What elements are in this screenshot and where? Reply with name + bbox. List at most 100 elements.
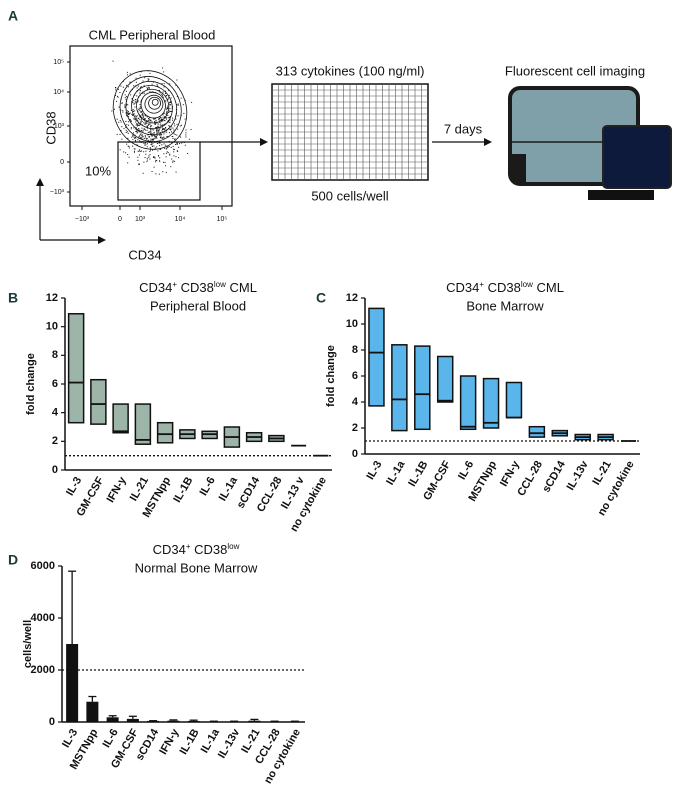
- event-dot: [157, 123, 159, 125]
- event-dot: [163, 143, 165, 145]
- event-dot: [127, 162, 129, 164]
- event-dot: [169, 116, 171, 118]
- event-dot: [165, 126, 167, 128]
- event-dot: [150, 133, 152, 135]
- event-dot: [116, 134, 118, 136]
- event-dot: [125, 114, 127, 116]
- event-dot: [146, 146, 148, 148]
- event-dot: [147, 117, 149, 119]
- x-tick-label: sCD14: [540, 458, 568, 494]
- event-dot: [148, 156, 150, 158]
- event-dot: [141, 137, 143, 139]
- event-dot: [135, 128, 137, 130]
- event-dot: [160, 118, 162, 120]
- event-dot: [145, 153, 147, 155]
- event-dot: [156, 137, 158, 139]
- event-dot: [168, 117, 170, 119]
- event-dot: [150, 131, 152, 133]
- event-dot: [159, 119, 161, 121]
- y-tick-label: 6: [352, 370, 358, 382]
- event-dot: [144, 122, 146, 124]
- event-dot: [159, 128, 161, 130]
- event-dot: [149, 154, 151, 156]
- event-dot: [144, 115, 146, 117]
- event-dot: [164, 147, 166, 149]
- event-dot: [167, 114, 169, 116]
- panel-label: D: [8, 552, 18, 568]
- event-dot: [133, 136, 135, 138]
- y-tick-label: 4: [352, 396, 359, 408]
- event-dot: [147, 134, 149, 136]
- event-dot: [120, 130, 122, 132]
- event-dot: [149, 91, 151, 93]
- event-dot: [172, 161, 174, 163]
- event-dot: [163, 112, 165, 114]
- event-dot: [133, 148, 135, 150]
- event-dot: [150, 125, 152, 127]
- event-dot: [139, 103, 141, 105]
- event-dot: [139, 135, 141, 137]
- event-dot: [129, 118, 131, 120]
- event-dot: [115, 87, 117, 89]
- event-dot: [138, 150, 140, 152]
- event-dot: [144, 129, 146, 131]
- event-dot: [133, 127, 135, 129]
- event-dot: [167, 98, 169, 100]
- event-dot: [150, 119, 152, 121]
- event-dot: [169, 108, 171, 110]
- event-dot: [142, 92, 144, 94]
- event-dot: [168, 94, 170, 96]
- event-dot: [136, 132, 138, 134]
- event-dot: [120, 121, 122, 123]
- event-dot: [134, 99, 136, 101]
- event-dot: [139, 122, 141, 124]
- title-part: +: [479, 280, 484, 289]
- event-dot: [148, 119, 150, 121]
- event-dot: [144, 156, 146, 158]
- y-tick-label: 8: [52, 349, 58, 361]
- event-dot: [183, 112, 185, 114]
- event-dot: [162, 120, 164, 122]
- plate-title: 313 cytokines (100 ng/ml): [276, 63, 425, 78]
- event-dot: [141, 150, 143, 152]
- chart-subtitle: Normal Bone Marrow: [135, 560, 258, 575]
- event-dot: [129, 119, 131, 121]
- event-dot: [188, 138, 190, 140]
- event-dot: [125, 99, 127, 101]
- event-dot: [142, 114, 144, 116]
- event-dot: [166, 136, 168, 138]
- event-dot: [185, 134, 187, 136]
- arrow-head: [36, 178, 44, 186]
- event-dot: [160, 136, 162, 138]
- event-dot: [159, 160, 161, 162]
- event-dot: [161, 118, 163, 120]
- event-dot: [181, 142, 183, 144]
- event-dot: [164, 161, 166, 163]
- event-dot: [146, 125, 148, 127]
- event-dot: [124, 94, 126, 96]
- event-dot: [130, 109, 132, 111]
- y-tick-label: 0: [352, 448, 358, 460]
- range-box: [505, 381, 523, 419]
- x-tick-label: IL-3: [364, 459, 384, 482]
- event-dot: [141, 135, 143, 137]
- event-dot: [150, 125, 152, 127]
- event-dot: [185, 136, 187, 138]
- y-tick-label: 10: [46, 321, 58, 333]
- event-dot: [172, 138, 174, 140]
- event-dot: [163, 128, 165, 130]
- event-dot: [142, 131, 144, 133]
- event-dot: [151, 133, 153, 135]
- y-tick-label: 10: [346, 318, 358, 330]
- event-dot: [164, 116, 166, 118]
- event-dot: [169, 121, 171, 123]
- event-dot: [169, 154, 171, 156]
- event-dot: [177, 150, 179, 152]
- event-dot: [143, 92, 145, 94]
- chart: D CD34+ CD38low Normal Bone Marrow cells/we…: [8, 542, 305, 785]
- event-dot: [169, 128, 171, 130]
- event-dot: [138, 129, 140, 131]
- event-dot: [139, 74, 141, 76]
- event-dot: [179, 125, 181, 127]
- bar: [106, 717, 119, 722]
